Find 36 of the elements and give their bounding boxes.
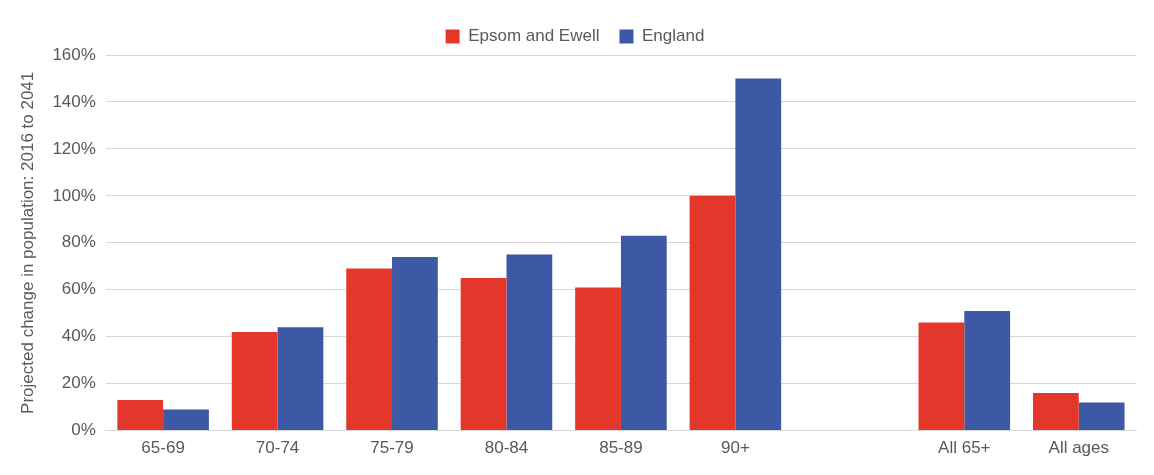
x-tick-label: 80-84: [484, 438, 529, 458]
y-tick-label: 100%: [52, 185, 96, 205]
y-tick-label: 80%: [61, 232, 96, 252]
y-tick-label: 20%: [61, 373, 96, 393]
y-tick-label: 0%: [71, 420, 96, 440]
bar: [689, 195, 736, 431]
bar: [1032, 393, 1079, 431]
legend-label: Epsom and Ewell: [468, 26, 600, 46]
bar: [1078, 402, 1125, 431]
bar: [506, 254, 553, 431]
x-tick-label: All ages: [1048, 438, 1110, 458]
bar: [277, 327, 324, 431]
bar: [918, 322, 965, 431]
bar: [460, 278, 507, 431]
bar: [163, 409, 209, 431]
bar: [231, 332, 278, 431]
y-tick-label: 160%: [52, 44, 96, 64]
bar: [964, 310, 1011, 431]
x-tick-label: 65-69: [141, 438, 185, 458]
bar: [575, 287, 621, 431]
y-tick-label: 40%: [61, 326, 96, 346]
x-tick-label: 70-74: [255, 438, 300, 458]
y-tick-label: 140%: [52, 91, 96, 111]
x-tick-label: 90+: [720, 438, 750, 458]
x-tick-label: 75-79: [370, 438, 414, 458]
bar: [620, 235, 667, 431]
bar: [392, 256, 438, 431]
bar: [117, 400, 164, 431]
legend-label: England: [641, 26, 705, 46]
x-tick-label: All 65+: [938, 438, 991, 458]
y-tick-label: 60%: [61, 279, 96, 299]
bar: [735, 78, 782, 431]
y-axis-title: Projected change in population: 2016 to 2041: [17, 71, 37, 414]
bar: [346, 268, 393, 431]
y-tick-label: 120%: [52, 138, 96, 158]
x-tick-label: 85-89: [599, 438, 643, 458]
